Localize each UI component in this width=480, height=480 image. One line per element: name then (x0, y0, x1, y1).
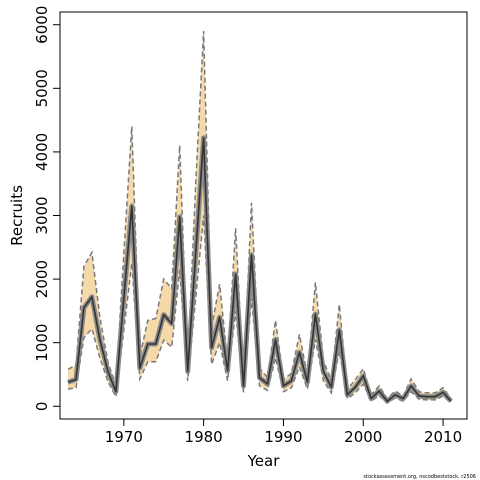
y-tick-label: 6000 (33, 6, 51, 44)
y-tick-label: 0 (33, 402, 51, 412)
y-axis: 0 1000 2000 3000 4000 5000 6000 (33, 6, 60, 411)
x-tick-label: 2010 (424, 428, 462, 446)
estimate-line (67, 137, 452, 403)
y-tick-label: 1000 (33, 324, 51, 362)
x-tick-label: 1990 (264, 428, 302, 446)
y-tick-label: 2000 (33, 260, 51, 298)
x-axis: 1970 1980 1990 2000 2010 (105, 419, 462, 446)
x-tick-label: 1980 (185, 428, 223, 446)
y-axis-title: Recruits (8, 185, 26, 246)
x-axis-title: Year (247, 452, 281, 470)
confidence-band (68, 31, 451, 404)
y-tick-label: 4000 (33, 133, 51, 171)
y-tick-label: 5000 (33, 69, 51, 107)
x-tick-label: 2000 (344, 428, 382, 446)
x-tick-label: 1970 (105, 428, 143, 446)
y-tick-label: 3000 (33, 196, 51, 234)
source-footnote: stockassessment.org, nscodbeststock, r25… (363, 474, 476, 480)
